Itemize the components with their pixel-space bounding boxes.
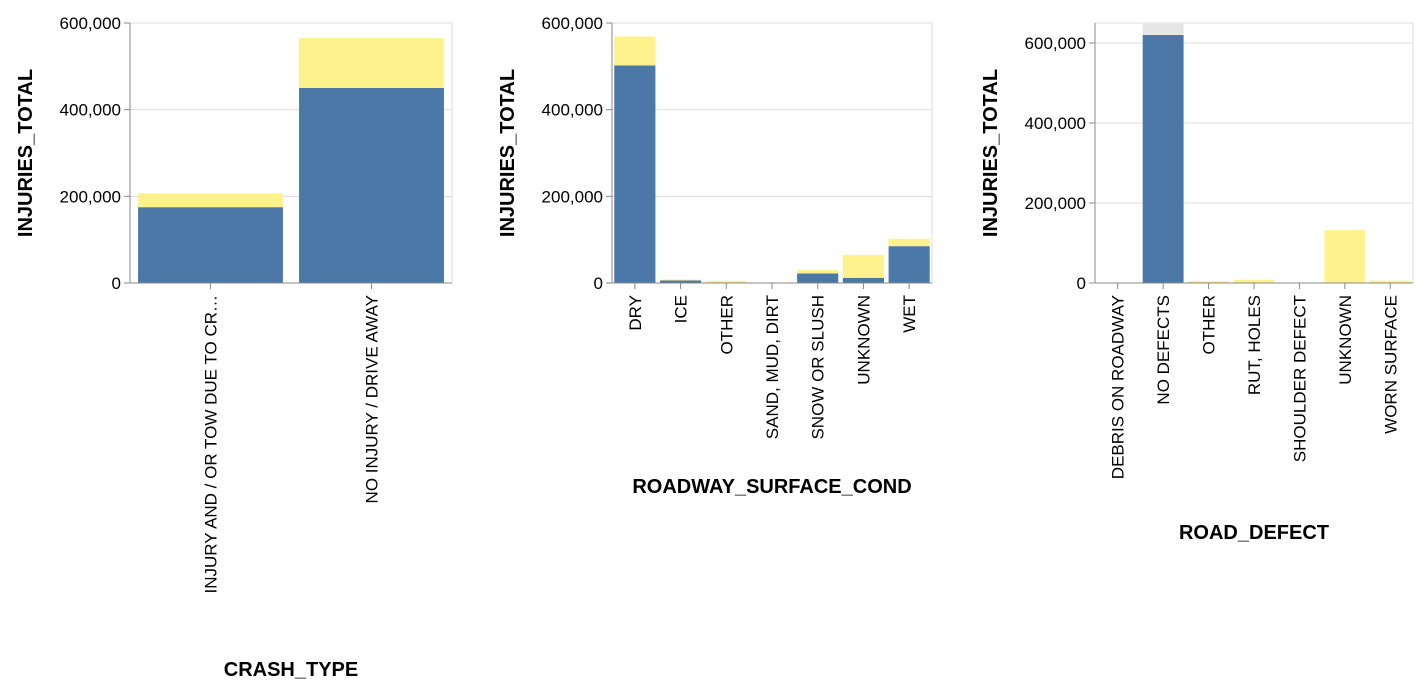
bar-segment xyxy=(299,88,444,283)
bar-segment xyxy=(1369,280,1411,283)
x-tick-label: SAND, MUD, DIRT xyxy=(763,295,782,439)
y-tick-label: 600,000 xyxy=(542,14,603,33)
bar-segment xyxy=(797,273,839,283)
bar-segment xyxy=(1142,35,1184,283)
x-tick-label: INJURY AND / OR TOW DUE TO CR… xyxy=(202,295,221,594)
plot-frame xyxy=(611,22,933,284)
bar-segment xyxy=(614,36,656,66)
y-tick-label: 600,000 xyxy=(1025,34,1086,53)
x-tick-label: WORN SURFACE xyxy=(1381,295,1400,434)
x-tick-label: RUT, HOLES xyxy=(1245,295,1264,395)
chart-panel-2: 0 200,000 400,000 600,000 DRY ICE OTHER SAND, M… xyxy=(497,14,933,498)
y-axis-title: INJURIES_TOTAL xyxy=(980,69,1002,237)
x-tick-label: UNKNOWN xyxy=(1336,295,1355,385)
bar-segment xyxy=(1188,281,1230,283)
bar-segment xyxy=(660,279,702,281)
bar-segment xyxy=(614,65,656,283)
bar-segment xyxy=(1142,23,1184,35)
bar-segment xyxy=(1233,279,1275,283)
y-tick-label: 200,000 xyxy=(1025,194,1086,213)
x-tick-label: NO INJURY / DRIVE AWAY xyxy=(363,295,382,503)
x-tick-label: DEBRIS ON ROADWAY xyxy=(1109,295,1128,479)
y-tick-label: 0 xyxy=(594,274,603,293)
bar-segment xyxy=(842,277,884,283)
bar-segment xyxy=(299,38,444,88)
x-axis-title: CRASH_TYPE xyxy=(224,659,358,681)
y-tick-label: 0 xyxy=(1077,274,1086,293)
y-tick-label: 400,000 xyxy=(1025,114,1086,133)
y-tick-label: 400,000 xyxy=(542,101,603,120)
y-tick-label: 200,000 xyxy=(542,187,603,206)
x-tick-label: SHOULDER DEFECT xyxy=(1290,295,1309,462)
y-tick-label: 0 xyxy=(112,274,121,293)
chart-panel-3: 0 200,000 400,000 600,000 DEBRIS ON ROADWAY N… xyxy=(980,22,1414,544)
y-axis-title: INJURIES_TOTAL xyxy=(15,69,37,237)
x-axis-title: ROADWAY_SURFACE_COND xyxy=(632,476,911,498)
bar-segment xyxy=(660,280,702,283)
x-tick-label: DRY xyxy=(626,295,645,331)
bar-segment xyxy=(888,246,930,283)
bar-segment xyxy=(842,254,884,278)
bar-segment xyxy=(797,270,839,274)
x-tick-label: UNKNOWN xyxy=(854,295,873,385)
x-tick-label: OTHER xyxy=(717,295,736,355)
x-tick-label: SNOW OR SLUSH xyxy=(809,295,828,440)
bar-segment xyxy=(1324,230,1366,283)
bar-segment xyxy=(888,238,930,247)
y-axis-title: INJURIES_TOTAL xyxy=(497,69,519,237)
x-tick-label: ICE xyxy=(672,295,691,323)
chart-panel-1: 0 200,000 400,000 600,000 INJURY AND / OR TO… xyxy=(15,14,453,681)
y-tick-label: 600,000 xyxy=(60,14,121,33)
bar-segment xyxy=(705,280,747,283)
x-tick-label: NO DEFECTS xyxy=(1154,295,1173,405)
x-axis-title: ROAD_DEFECT xyxy=(1179,522,1329,544)
x-tick-label: WET xyxy=(900,295,919,333)
y-tick-label: 200,000 xyxy=(60,187,121,206)
x-tick-label: OTHER xyxy=(1200,295,1219,355)
bar-segment xyxy=(138,193,283,208)
y-tick-label: 400,000 xyxy=(60,101,121,120)
bar-segment xyxy=(138,207,283,283)
